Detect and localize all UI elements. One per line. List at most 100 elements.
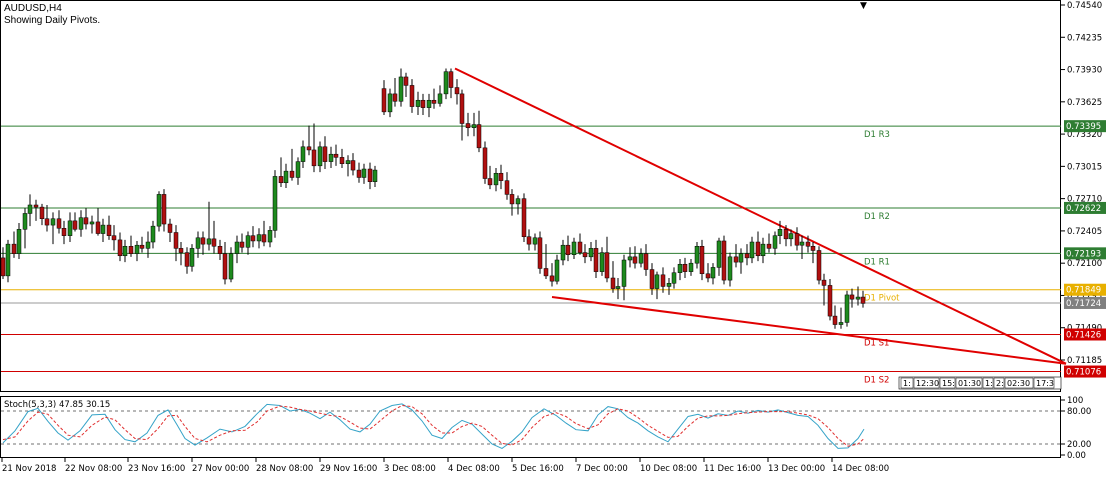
time-tick-label: 14 Dec 08:00 [832, 464, 889, 474]
candle-up [588, 248, 594, 258]
stoch-tick-label: 20.00 [1067, 440, 1091, 450]
candle-up [788, 233, 794, 240]
candle-down [173, 232, 179, 249]
candle-up [100, 224, 106, 234]
candle-up [156, 194, 162, 227]
candle-down [816, 250, 822, 281]
stoch-label: Stoch(5,3,3) 47.85 30.15 [4, 400, 110, 410]
candle-down [543, 268, 549, 277]
candle-down [61, 228, 67, 236]
chart-shift-marker-icon[interactable]: ▼ [860, 1, 867, 11]
time-tick-label: 22 Nov 08:00 [65, 464, 122, 474]
candle-up [777, 229, 783, 236]
scroll-tab[interactable] [913, 377, 940, 389]
candle-down [0, 257, 6, 277]
candle-up [361, 168, 367, 178]
candle-up [27, 204, 33, 214]
candle-up [471, 124, 477, 128]
time-axis: 21 Nov 2018 22 Nov 08:00 23 Nov 16:00 27 No… [1, 458, 889, 474]
candle-down [593, 248, 599, 272]
candle-down [733, 256, 739, 263]
time-scroll-tabs[interactable]: 1: 12:30 15: 01:30 1: 2: 02:30 17:3 [898, 376, 1062, 390]
candle-down [239, 241, 245, 248]
candle-up [22, 213, 28, 230]
price-tick-label: 0.73015 [1067, 162, 1102, 172]
candle-up [844, 294, 850, 323]
scroll-tab[interactable] [1004, 377, 1034, 389]
scroll-tab[interactable] [939, 377, 956, 389]
candle-down [139, 244, 145, 249]
candle-down [699, 246, 705, 275]
candle-down [744, 253, 750, 259]
stoch-tick-label: 0.00 [1067, 451, 1086, 461]
candle-down [849, 294, 855, 300]
stoch-panel-frame [0, 396, 1061, 458]
pivot-price-tag [1064, 328, 1106, 341]
candle-down [72, 220, 78, 230]
candle-up [694, 246, 700, 264]
candle-up [838, 322, 844, 325]
candle-down [33, 204, 39, 208]
candle-up [398, 76, 404, 102]
scroll-tab-label: 02:30 [1007, 379, 1030, 388]
candle-up [300, 146, 306, 162]
candle-down [217, 246, 223, 254]
trendline[interactable] [454, 67, 1067, 365]
candle-up [571, 241, 577, 255]
candle-down [222, 253, 228, 280]
candle-up [328, 153, 334, 162]
candle-down [604, 252, 610, 279]
scroll-tab-label: 17:3 [1036, 379, 1054, 388]
price-tick-label: 0.73320 [1067, 130, 1102, 140]
pivot-price-tag [1064, 247, 1106, 260]
price-tick-label: 0.72100 [1067, 259, 1102, 269]
candle-down [178, 248, 184, 253]
candle-up [560, 244, 566, 261]
candle-up [437, 93, 443, 104]
candle-down [39, 206, 45, 219]
scroll-tab[interactable] [993, 377, 1005, 389]
time-tick-label: 11 Dec 16:00 [704, 464, 761, 474]
candle-down [682, 263, 688, 272]
candle-up [150, 225, 156, 243]
candle-down [44, 218, 50, 226]
scroll-tab-label: 12:30 [916, 379, 939, 388]
pivot-price-tag-text: 0.71849 [1066, 286, 1101, 296]
candle-down [117, 239, 123, 257]
pivot-price-tag-text: 0.72622 [1066, 204, 1101, 214]
candle-up [855, 296, 861, 300]
pivot-label: D1 Pivot [864, 294, 900, 304]
price-tick-label: 0.74235 [1067, 33, 1102, 43]
scroll-tab[interactable] [900, 377, 914, 389]
time-tick-label: 21 Nov 2018 [2, 464, 56, 474]
candle-down [56, 218, 62, 229]
candle-down [521, 198, 527, 237]
trendlines[interactable] [454, 67, 1067, 365]
candle-down [821, 279, 827, 286]
scroll-tab[interactable] [955, 377, 983, 389]
candle-down [431, 99, 437, 104]
candle-up [677, 263, 683, 273]
trendline[interactable] [551, 296, 1067, 365]
scroll-tab-label: 01:30 [958, 379, 981, 388]
candle-up [772, 235, 778, 249]
candle-down [83, 217, 89, 225]
candle-down [509, 194, 515, 205]
candle-up [122, 246, 128, 257]
price-axis: 0.74540 0.74235 0.73930 0.73625 0.73320 0.730… [1061, 1, 1102, 366]
candle-up [245, 235, 251, 248]
candle-up [89, 221, 95, 225]
candle-down [783, 229, 789, 240]
candle-up [638, 253, 644, 264]
candle-down [420, 99, 426, 108]
time-tick-label: 7 Dec 00:00 [576, 464, 628, 474]
pivot-price-tag-text: 0.72193 [1066, 249, 1101, 259]
scroll-tab-label: 2: [996, 379, 1004, 388]
candle-up [345, 160, 351, 164]
candle-down [660, 274, 666, 287]
scroll-tab[interactable] [1033, 377, 1055, 389]
scroll-tab[interactable] [982, 377, 994, 389]
time-tick-label: 29 Nov 16:00 [320, 464, 377, 474]
main-panel-frame [0, 0, 1061, 392]
